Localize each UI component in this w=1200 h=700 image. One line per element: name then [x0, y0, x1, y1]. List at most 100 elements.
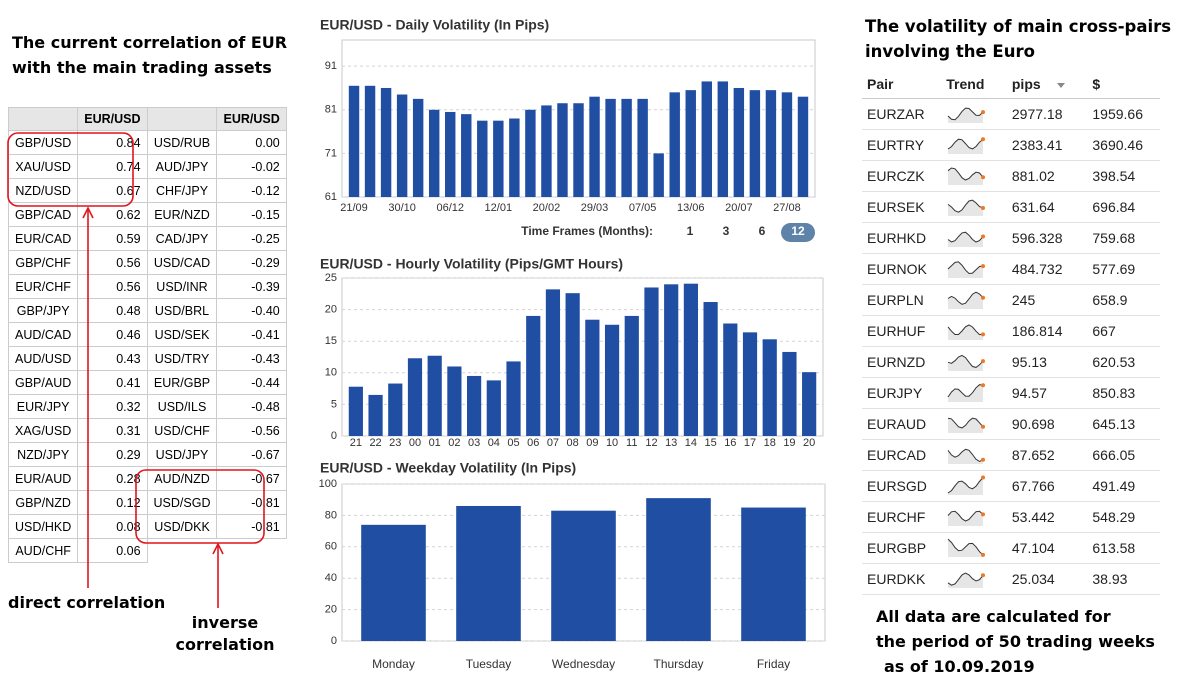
value: 0.29 — [77, 442, 148, 467]
header-row: Pair Trend pips $ — [862, 70, 1160, 99]
dollars: 645.13 — [1087, 408, 1160, 440]
y-tick-label: 80 — [325, 509, 337, 521]
bar — [551, 510, 616, 641]
footnote-line: All data are calculated for — [876, 607, 1111, 626]
row: EURHKD 596.328 759.68 — [862, 222, 1160, 254]
sparkline-area — [948, 324, 984, 340]
column-label: Trend — [946, 76, 985, 92]
sparkline-line — [947, 510, 984, 522]
row: EURCZK 881.02 398.54 — [862, 160, 1160, 192]
value: 0.32 — [77, 394, 148, 419]
pair: USD/JPY — [146, 442, 218, 467]
x-tick-label: 04 — [488, 437, 500, 449]
bar — [565, 293, 580, 436]
header-cell: Pair — [862, 70, 942, 99]
dollars: 3690.46 — [1087, 129, 1160, 161]
time-frame-option[interactable]: 12 — [791, 224, 805, 238]
bar — [703, 302, 718, 436]
dollars: 666.05 — [1087, 439, 1160, 471]
sparkline-dot — [981, 457, 986, 462]
bar — [407, 358, 423, 436]
pips: 90.698 — [1006, 408, 1088, 440]
pair: USD/DKK — [146, 514, 218, 539]
x-tick-label: Wednesday — [552, 657, 615, 671]
sparkline-dot — [981, 331, 986, 336]
value: 0.06 — [77, 538, 148, 563]
pips: 596.328 — [1006, 222, 1088, 254]
sparkline-dot — [981, 382, 986, 387]
trend — [941, 222, 1007, 254]
bar — [509, 118, 520, 197]
pair: EURNZD — [862, 346, 942, 378]
bar — [348, 85, 360, 197]
bar — [733, 87, 745, 197]
sparkline — [947, 166, 986, 185]
footnote-line: the period of 50 trading weeks — [876, 632, 1155, 651]
pips: 484.732 — [1006, 253, 1088, 285]
bar — [646, 498, 711, 641]
pair: EURJPY — [862, 377, 942, 409]
time-frame-option[interactable]: 3 — [723, 224, 730, 238]
bar — [723, 323, 738, 436]
selected-pill — [781, 223, 815, 242]
left-title: The current correlation of EUR with the … — [12, 30, 287, 80]
row: EURTRY 2383.41 3690.46 — [862, 129, 1160, 161]
value: -0.41 — [216, 322, 287, 347]
header-cell: EUR/USD — [77, 107, 148, 131]
bar — [637, 98, 648, 197]
pips: 87.652 — [1006, 439, 1088, 471]
bar — [604, 324, 620, 436]
x-tick-label: 20/07 — [725, 202, 753, 214]
pair: EURHKD — [862, 222, 942, 254]
y-tick-label: 40 — [325, 572, 337, 584]
pair: EUR/AUD — [7, 466, 79, 491]
sparkline-dot — [981, 234, 986, 238]
bar — [653, 153, 664, 197]
pips: 186.814 — [1006, 315, 1088, 347]
bar — [428, 109, 440, 197]
bar — [541, 105, 552, 197]
y-tick-label: 71 — [325, 147, 337, 159]
sparkline — [948, 417, 986, 433]
x-tick-label: 29/03 — [581, 202, 609, 214]
row: USD/HKD 0.08 USD/DKK -0.81 — [7, 514, 287, 539]
value: 0.56 — [77, 274, 148, 299]
row: NZD/USD 0.67 CHF/JPY -0.12 — [7, 178, 287, 203]
bar — [447, 366, 462, 436]
sparkline-line — [947, 199, 984, 213]
x-tick-label: 10 — [606, 437, 618, 449]
bar — [493, 120, 504, 197]
sort-indicator — [1056, 82, 1065, 88]
value: -0.25 — [216, 226, 287, 251]
sparkline-area — [948, 291, 984, 309]
x-tick-label: 09 — [586, 437, 598, 449]
sparkline-area — [948, 477, 984, 495]
x-tick-label: 13/06 — [677, 202, 705, 214]
pair: USD/SEK — [146, 322, 218, 347]
pair: CAD/JPY — [146, 226, 218, 251]
time-frame-option[interactable]: 6 — [759, 224, 766, 238]
value: -0.02 — [216, 154, 287, 179]
pair: EURAUD — [862, 408, 942, 440]
sparkline-area — [948, 138, 984, 154]
bar — [621, 98, 632, 197]
value: -0.81 — [216, 490, 287, 515]
dollars: 398.54 — [1087, 160, 1160, 192]
x-tick-label: Monday — [372, 657, 415, 671]
sparkline-line — [947, 260, 984, 274]
pair: EUR/NZD — [146, 202, 218, 227]
dollars: 577.69 — [1087, 253, 1160, 285]
time-frame-option[interactable]: 1 — [687, 224, 694, 238]
bar — [683, 283, 698, 436]
pair: EURCAD — [862, 439, 942, 471]
sparkline-dot — [981, 424, 986, 429]
bar — [525, 109, 536, 197]
trend — [941, 160, 1007, 192]
trend — [941, 470, 1007, 502]
pair: NZD/USD — [7, 178, 79, 203]
bar — [781, 92, 793, 197]
pips: 67.766 — [1006, 470, 1088, 502]
row: GBP/CAD 0.62 EUR/NZD -0.15 — [7, 202, 287, 227]
arrow-head — [82, 206, 94, 219]
column-label: pips — [1011, 76, 1041, 92]
